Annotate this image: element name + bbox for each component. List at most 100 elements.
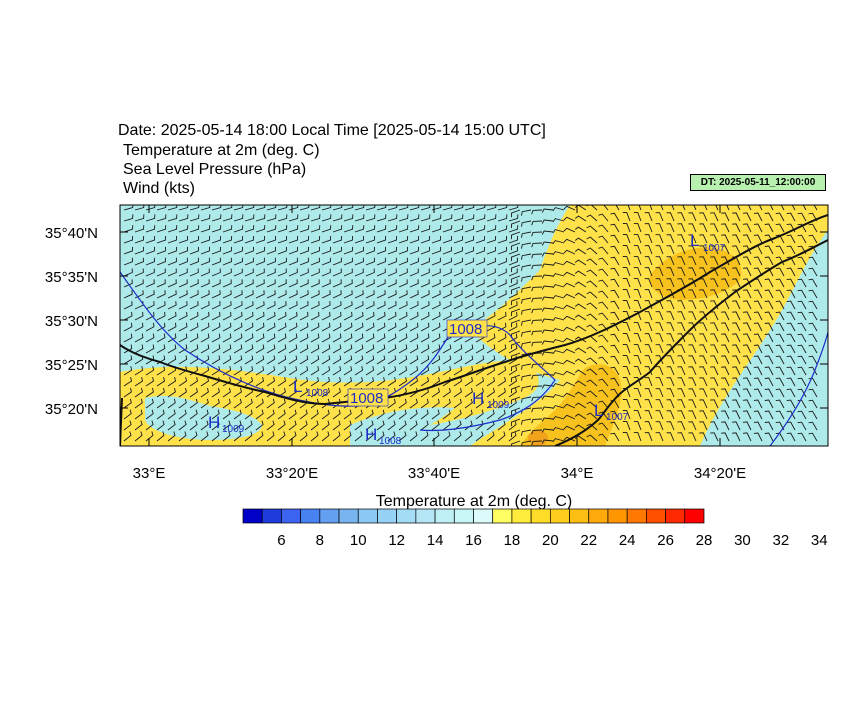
wind-barb: [244, 268, 254, 277]
wind-barb: [167, 268, 177, 277]
wind-barb: [453, 290, 463, 299]
wind-barb: [134, 398, 143, 409]
wind-barb: [398, 409, 407, 420]
wind-barb: [464, 355, 474, 365]
wind-barb: [123, 257, 133, 266]
wind-barb: [521, 209, 532, 216]
wind-barb: [688, 388, 697, 398]
wind-barb: [775, 388, 785, 398]
wind-barb: [233, 431, 242, 442]
wind-barb: [732, 388, 741, 398]
wind-barb: [486, 398, 495, 409]
wind-barb: [677, 366, 686, 376]
wind-barb: [222, 235, 233, 244]
wind-barb: [288, 235, 299, 244]
wind-barb: [310, 290, 320, 299]
wind-barb: [464, 279, 474, 288]
wind-barb: [521, 253, 532, 260]
wind-barb: [655, 388, 664, 398]
wind-barb: [244, 301, 254, 310]
wind-barb: [586, 346, 598, 354]
wind-barb: [531, 363, 543, 369]
wind-barb: [677, 278, 686, 288]
wind-barb: [732, 311, 741, 321]
colorbar-swatch: [511, 508, 532, 524]
wind-barb: [786, 388, 796, 398]
wind-barb: [786, 421, 796, 431]
wind-barb: [531, 418, 543, 424]
wind-barb: [586, 258, 598, 266]
wind-barb: [541, 362, 554, 367]
wind-barb: [431, 257, 441, 266]
colorbar-swatch: [607, 508, 628, 524]
wind-barb: [552, 372, 565, 377]
wind-barb: [688, 322, 697, 332]
wind-barb: [497, 257, 507, 266]
wind-barb: [354, 420, 363, 431]
wind-barb: [266, 205, 277, 211]
wind-barb: [655, 322, 664, 332]
wind-barb: [521, 374, 532, 381]
wind-barb: [189, 322, 199, 332]
wind-barb: [211, 268, 221, 277]
wind-barb: [797, 399, 807, 409]
wind-barb: [633, 212, 642, 222]
wind-barb: [541, 395, 554, 400]
wind-barb: [178, 344, 188, 354]
wind-barb: [677, 344, 686, 354]
wind-barb: [233, 311, 243, 321]
wind-barb: [156, 409, 165, 420]
lat-axis: [120, 231, 828, 409]
wind-barb: [398, 398, 407, 409]
wind-barb: [574, 270, 587, 277]
wind-barb: [615, 205, 620, 211]
wind-barb: [753, 388, 763, 398]
wind-barb: [409, 246, 419, 255]
wind-barb: [211, 409, 220, 420]
wind-barb: [598, 290, 609, 299]
wind-barb: [288, 279, 298, 288]
wind-barb: [453, 344, 463, 354]
wind-barb: [622, 289, 631, 299]
wind-barb: [797, 322, 807, 332]
wind-barb: [332, 322, 342, 332]
wind-barb: [699, 322, 708, 332]
wind-barb: [453, 311, 463, 321]
wind-barb: [732, 234, 741, 244]
wind-barb: [475, 235, 486, 244]
wind-barb: [497, 225, 508, 233]
wind-barb: [310, 214, 321, 222]
wind-barb: [475, 257, 485, 266]
wind-barb: [453, 235, 464, 244]
wind-barb: [574, 424, 587, 431]
wind-barb: [354, 279, 364, 288]
wind-barb: [598, 279, 609, 288]
wind-barb: [531, 319, 543, 325]
wind-barb: [134, 246, 144, 255]
wind-barb: [167, 431, 176, 442]
wind-barb: [233, 355, 243, 365]
wind-barb: [508, 257, 518, 266]
wind-barb: [775, 410, 785, 420]
wind-barb: [453, 301, 463, 310]
wind-barb: [387, 225, 398, 233]
wind-barb: [387, 279, 397, 288]
wind-barb: [552, 416, 565, 421]
wind-barb: [574, 292, 587, 299]
wind-barb: [655, 366, 664, 376]
wind-barb: [420, 311, 430, 321]
wind-barb: [497, 205, 508, 211]
wind-barb: [521, 286, 532, 293]
wind-barb: [387, 333, 397, 343]
wind-barb: [775, 344, 785, 354]
wind-barb: [200, 290, 210, 299]
wind-barb: [688, 344, 697, 354]
wind-barb: [420, 257, 430, 266]
wind-barb: [497, 322, 507, 332]
wind-barb: [409, 355, 419, 365]
wind-barb: [420, 344, 430, 354]
wind-barb: [332, 301, 342, 310]
wind-barb: [145, 344, 155, 354]
wind-barb: [808, 366, 818, 376]
wind-barb: [655, 212, 664, 222]
